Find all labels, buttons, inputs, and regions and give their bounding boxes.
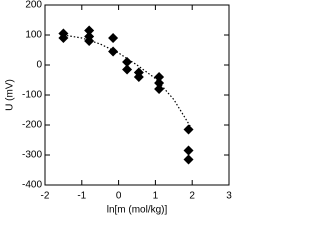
x-tick-label: 0 (116, 191, 122, 202)
x-tick-label: 2 (189, 191, 195, 202)
chart: ln[m (mol/kg)] U (mV) -2 -1 0 1 2 3 -400 -300 -2… (5, 0, 233, 216)
x-tick-label: -1 (77, 191, 86, 202)
data-point (58, 33, 69, 43)
fit-curve (63, 34, 193, 130)
data-point (84, 36, 95, 46)
data-point (84, 25, 95, 36)
data-point (122, 64, 133, 75)
plot-frame (44, 4, 230, 186)
data-point (183, 154, 194, 165)
y-tick-label: 100 (25, 30, 42, 41)
data-point (108, 33, 119, 43)
x-tick-label: -2 (41, 191, 50, 202)
y-tick-label: -300 (22, 150, 42, 161)
y-tick-label: 0 (36, 60, 42, 71)
x-axis-label: ln[m (mol/kg)] (107, 205, 168, 216)
data-point (154, 72, 165, 82)
x-tick-label: 3 (226, 191, 232, 202)
data-point (154, 84, 165, 94)
data-point (183, 145, 194, 156)
data-point (133, 72, 144, 82)
y-axis-label: U (mV) (5, 79, 16, 111)
y-tick-label: 200 (25, 0, 42, 11)
data-point (183, 124, 194, 135)
y-tick-label: -200 (22, 120, 42, 131)
y-tick-label: -400 (22, 180, 42, 191)
x-tick-label: 1 (153, 191, 159, 202)
y-tick-label: -100 (22, 90, 42, 101)
